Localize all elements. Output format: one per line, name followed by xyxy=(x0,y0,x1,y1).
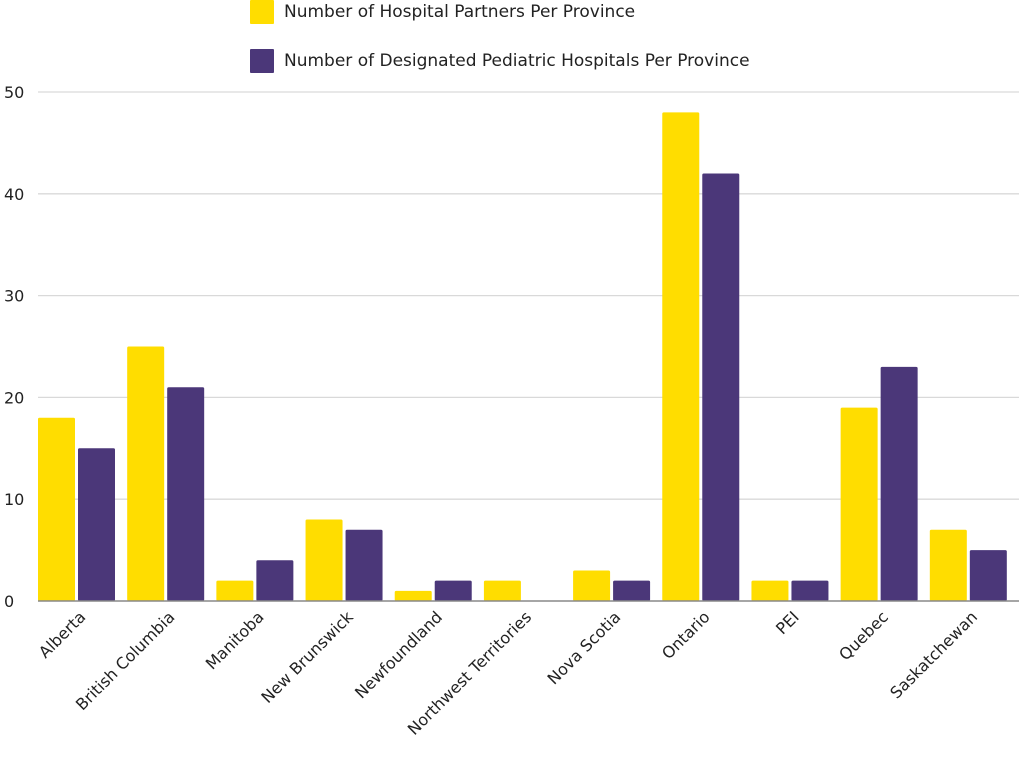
bar-hospital-partners xyxy=(751,580,789,601)
legend-label-hospital-partners: Number of Hospital Partners Per Province xyxy=(284,2,636,22)
x-tick-label: British Columbia xyxy=(72,607,179,714)
x-tick-label: Alberta xyxy=(35,607,89,661)
x-tick-label: PEI xyxy=(772,607,803,638)
bar-hospital-partners xyxy=(38,417,75,601)
legend-item-pediatric-hospitals: Number of Designated Pediatric Hospitals… xyxy=(250,49,750,73)
bar-pediatric-hospitals xyxy=(613,580,651,601)
bar-pediatric-hospitals xyxy=(167,387,205,601)
bar-pediatric-hospitals xyxy=(880,366,918,601)
bar-pediatric-hospitals xyxy=(434,580,472,601)
bar-hospital-partners xyxy=(573,570,611,601)
bar-hospital-partners xyxy=(216,580,254,601)
x-tick-label: Manitoba xyxy=(202,607,268,673)
bar-hospital-partners xyxy=(127,346,165,601)
y-tick-label: 0 xyxy=(4,592,14,611)
bar-hospital-partners xyxy=(483,580,521,601)
y-tick-label: 40 xyxy=(4,185,24,204)
bar-hospital-partners xyxy=(394,590,432,601)
x-tick-label: Newfoundland xyxy=(351,607,446,702)
bar-pediatric-hospitals xyxy=(969,550,1007,601)
bar-pediatric-hospitals xyxy=(702,173,740,601)
bar-hospital-partners xyxy=(662,112,700,602)
bars xyxy=(38,112,1007,602)
legend-label-pediatric-hospitals: Number of Designated Pediatric Hospitals… xyxy=(284,51,750,71)
legend-swatch-pediatric-hospitals xyxy=(250,49,274,73)
x-tick-label: New Brunswick xyxy=(257,607,357,707)
y-axis-ticks: 0 10 20 30 40 50 xyxy=(4,83,24,611)
bar-pediatric-hospitals xyxy=(256,560,294,601)
x-tick-label: Ontario xyxy=(658,607,714,663)
x-tick-label: Quebec xyxy=(835,607,892,664)
x-tick-label: Saskatchewan xyxy=(886,607,981,702)
legend-swatch-hospital-partners xyxy=(250,0,274,24)
bar-pediatric-hospitals xyxy=(345,529,383,601)
bar-hospital-partners xyxy=(305,519,343,601)
x-tick-label: Nova Scotia xyxy=(544,607,625,688)
bar-pediatric-hospitals xyxy=(791,580,829,601)
y-tick-label: 10 xyxy=(4,490,24,509)
y-tick-label: 20 xyxy=(4,388,24,407)
y-tick-label: 30 xyxy=(4,287,24,306)
y-tick-label: 50 xyxy=(4,83,24,102)
bar-pediatric-hospitals xyxy=(78,448,115,601)
legend-item-hospital-partners: Number of Hospital Partners Per Province xyxy=(250,0,635,24)
bar-hospital-partners xyxy=(840,407,878,601)
bar-hospital-partners xyxy=(929,529,967,601)
